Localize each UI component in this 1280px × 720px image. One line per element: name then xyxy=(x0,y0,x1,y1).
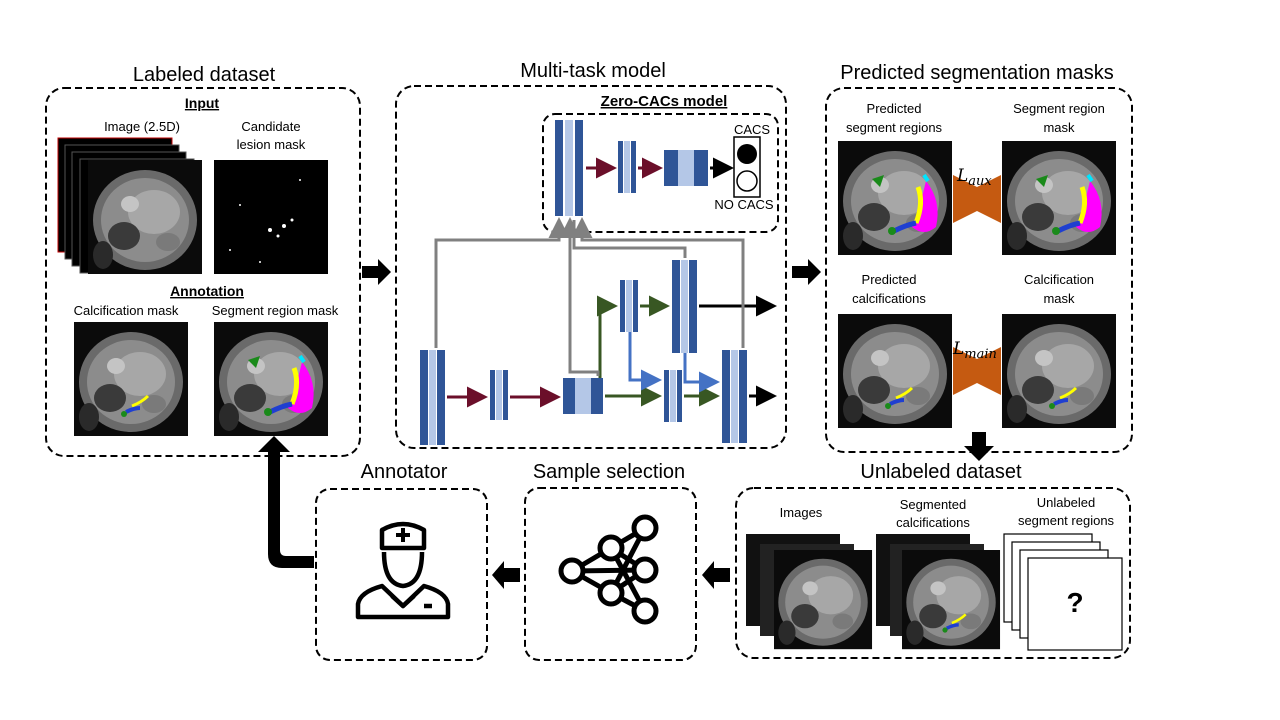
arrow-to-annotator xyxy=(492,561,520,589)
arrow-to-sample-selection xyxy=(702,561,730,589)
unet-decoder-b-block-1 xyxy=(664,370,682,422)
calc-mask-image xyxy=(74,322,188,436)
pred-calc-label-line2: calcifications xyxy=(852,291,926,306)
candidate-label-line1: Candidate xyxy=(241,119,300,134)
pred-segment-image xyxy=(838,141,952,255)
unl-seg-label-line2: segment regions xyxy=(1018,513,1115,528)
true-segment-image xyxy=(1002,141,1116,255)
zero-cacs-dense-block xyxy=(664,150,708,186)
annotator-box xyxy=(315,488,488,661)
image-label: Image (2.5D) xyxy=(104,119,180,134)
neural-network-icon xyxy=(558,514,659,625)
no-cacs-circle xyxy=(736,170,758,192)
segment-mask-label-line1: Segment region xyxy=(1013,101,1105,116)
arrow-to-model xyxy=(362,259,391,285)
predicted-masks-box xyxy=(825,87,1133,453)
calc-mask-label: Calcification mask xyxy=(74,303,179,318)
annotator-panel: Annotator xyxy=(315,461,488,661)
seg-calc-label-line2: calcifications xyxy=(896,515,970,530)
sample-selection-title: Sample selection xyxy=(533,461,685,483)
candidate-lesion-mask-image xyxy=(214,160,328,274)
multitask-model-title: Multi-task model xyxy=(520,60,666,82)
labeled-dataset-box xyxy=(45,87,361,457)
zero-cacs-box xyxy=(542,113,779,233)
loss-aux-label: Laux xyxy=(956,166,992,189)
unet-decoder-a-block-1 xyxy=(620,280,638,332)
pred-segment-label-line2: segment regions xyxy=(846,120,943,135)
pred-segment-label-line1: Predicted xyxy=(867,101,922,116)
annotator-title: Annotator xyxy=(361,461,448,483)
pred-calc-image xyxy=(838,314,952,428)
candidate-label-line2: lesion mask xyxy=(237,137,306,152)
labeled-dataset-panel: Labeled dataset Input Image (2.5D) Candi… xyxy=(45,64,361,457)
unlabeled-dataset-box xyxy=(735,487,1131,659)
unet-decoder-a-block-2 xyxy=(672,260,697,353)
predicted-masks-panel: Predicted segmentation masks Predicted s… xyxy=(825,62,1133,453)
pred-calc-label-line1: Predicted xyxy=(862,272,917,287)
unlabeled-segment-stack: ? xyxy=(1003,533,1123,651)
images-label: Images xyxy=(780,505,823,520)
calc-mask-label-line2: mask xyxy=(1043,291,1075,306)
arrow-to-predicted xyxy=(792,259,821,285)
labeled-dataset-title: Labeled dataset xyxy=(133,64,276,86)
unet-bottleneck-block xyxy=(563,378,603,414)
arrow-to-unlabeled xyxy=(964,432,994,461)
no-cacs-label: NO CACS xyxy=(714,197,774,212)
segment-mask-label-line2: mask xyxy=(1043,120,1075,135)
zero-cacs-encoder-block xyxy=(555,120,583,216)
loss-main-label: Lmain xyxy=(952,339,997,362)
segment-mask-label: Segment region mask xyxy=(212,303,339,318)
segmented-calc-stack xyxy=(876,534,1001,650)
cacs-label: CACS xyxy=(734,122,770,137)
unet-encoder-block-2 xyxy=(490,370,508,420)
zero-cacs-title: Zero-CACs model xyxy=(601,93,728,110)
true-calc-image xyxy=(1002,314,1116,428)
arrow-annotator-to-labeled xyxy=(258,436,314,568)
zero-cacs-middle-block xyxy=(618,141,636,193)
unet-decoder-b-block-2 xyxy=(722,350,747,443)
unknown-mark: ? xyxy=(1066,587,1083,618)
unet-encoder-block-1 xyxy=(420,350,445,445)
annotation-heading: Annotation xyxy=(170,283,244,299)
multitask-model-box xyxy=(395,85,787,449)
unl-seg-label-line1: Unlabeled xyxy=(1037,495,1096,510)
calc-mask-label-line1: Calcification xyxy=(1024,272,1094,287)
seg-calc-label-line1: Segmented xyxy=(900,497,967,512)
cacs-circle-filled xyxy=(737,144,757,164)
image-stack xyxy=(57,137,202,274)
sample-selection-box xyxy=(524,487,697,661)
multitask-model-panel: Multi-task model Zero-CACs model CACS NO… xyxy=(395,60,787,449)
input-heading: Input xyxy=(185,95,220,111)
doctor-icon xyxy=(355,521,451,620)
sample-selection-panel: Sample selection xyxy=(524,461,697,661)
unlabeled-dataset-panel: Unlabeled dataset Images Segmented calci… xyxy=(735,461,1131,659)
unlabeled-dataset-title: Unlabeled dataset xyxy=(860,461,1022,483)
predicted-masks-title: Predicted segmentation masks xyxy=(840,62,1113,84)
segment-mask-image xyxy=(214,322,328,436)
unlabeled-images-stack xyxy=(746,534,873,650)
